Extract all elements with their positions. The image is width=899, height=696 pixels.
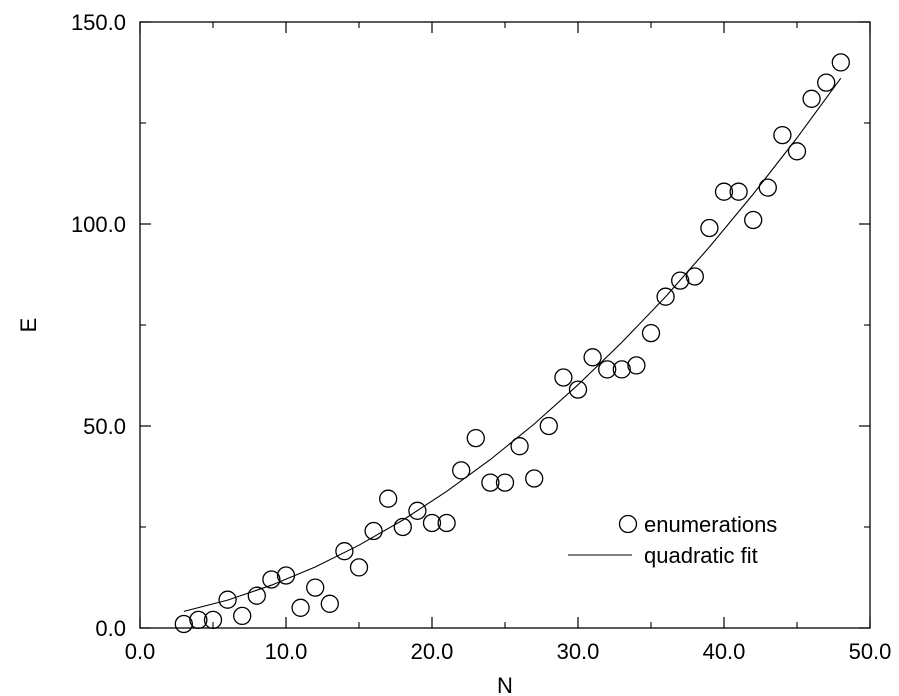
data-point <box>408 501 427 520</box>
x-tick-label: 30.0 <box>557 639 600 664</box>
data-point <box>641 323 661 343</box>
data-point <box>276 566 296 585</box>
data-point <box>817 73 836 92</box>
data-point <box>510 437 529 456</box>
data-point <box>729 182 748 201</box>
enumerations-series <box>174 53 850 634</box>
data-point <box>306 578 325 597</box>
data-point <box>802 89 821 108</box>
data-point <box>481 473 500 492</box>
data-point <box>393 517 412 537</box>
data-point <box>247 586 266 605</box>
x-tick-label: 0.0 <box>125 639 156 664</box>
data-point <box>627 356 646 375</box>
data-point <box>612 360 631 379</box>
data-point <box>700 218 719 238</box>
data-point <box>452 461 471 480</box>
data-point <box>758 178 777 197</box>
data-point <box>218 590 237 609</box>
y-axis-title: E <box>16 318 41 333</box>
legend: enumerations quadratic fit <box>568 512 777 568</box>
data-point <box>437 513 456 533</box>
data-point <box>233 606 252 626</box>
data-point <box>554 368 573 387</box>
data-point <box>422 513 442 533</box>
data-point <box>174 614 193 634</box>
data-point <box>466 428 485 448</box>
data-point <box>787 142 807 161</box>
data-point <box>203 610 223 630</box>
data-point <box>598 360 617 379</box>
legend-quadratic-fit-label: quadratic fit <box>644 543 758 568</box>
x-axis-title: N <box>497 673 513 696</box>
data-point <box>744 210 763 230</box>
axes: 0.0 10.0 20.0 30.0 40.0 50.0 0.0 50.0 100.0 150.0 <box>71 10 891 664</box>
data-point <box>495 473 515 492</box>
y-tick-label: 100.0 <box>71 212 126 237</box>
data-point <box>568 380 588 399</box>
data-point <box>656 287 675 306</box>
data-point <box>773 125 792 145</box>
y-tick-label: 150.0 <box>71 10 126 35</box>
data-point <box>831 53 850 72</box>
data-point <box>291 598 310 617</box>
plot-frame <box>139 21 871 629</box>
data-point <box>349 558 369 577</box>
data-point <box>671 271 690 290</box>
legend-enumerations-label: enumerations <box>644 512 777 537</box>
x-tick-label: 50.0 <box>849 639 892 664</box>
data-point <box>335 542 354 561</box>
data-point <box>379 489 398 508</box>
legend-enumerations-marker <box>618 514 638 534</box>
x-tick-label: 40.0 <box>703 639 746 664</box>
x-tick-label: 20.0 <box>411 639 454 664</box>
data-point <box>583 348 602 367</box>
data-point <box>364 521 383 541</box>
data-point <box>262 570 281 589</box>
data-point <box>525 469 544 488</box>
data-point <box>539 416 558 436</box>
data-point <box>685 267 704 286</box>
y-tick-label: 50.0 <box>83 414 126 439</box>
data-point <box>714 182 734 201</box>
x-tick-label: 10.0 <box>265 639 308 664</box>
y-tick-label: 0.0 <box>95 616 126 641</box>
data-point <box>320 594 339 613</box>
data-point <box>189 610 208 630</box>
